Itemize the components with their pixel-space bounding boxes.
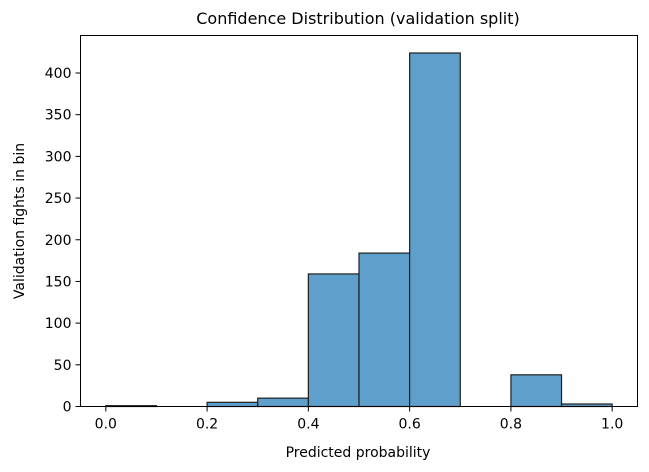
x-tick-label: 1.0 [601,417,623,433]
x-tick-label: 0.6 [399,417,421,433]
x-axis-label: Predicted probability [286,445,431,461]
y-axis-label: Validation fights in bin [12,143,28,299]
chart-title: Confidence Distribution (validation spli… [196,9,519,28]
y-tick-label: 100 [45,316,72,332]
y-tick-label: 400 [45,66,72,82]
y-tick-label: 200 [45,233,72,249]
x-tick-label: 0.2 [196,417,218,433]
x-axis-ticks: 0.0 0.2 0.4 0.6 0.8 1.0 [95,406,623,433]
histogram-bar [409,52,461,408]
y-tick-label: 250 [45,191,72,207]
y-tick-label: 150 [45,274,72,290]
histogram-bar [257,397,309,408]
y-tick-label: 350 [45,108,72,124]
x-tick-label: 0.0 [95,417,117,433]
histogram-bar [358,252,411,408]
y-tick-label: 300 [45,149,72,165]
x-tick-label: 0.4 [297,417,319,433]
y-axis-ticks: 0 50 100 150 200 250 300 350 400 [45,66,81,416]
histogram-bar [307,273,360,408]
histogram-bar [206,401,259,408]
histogram-bar [510,374,563,408]
x-tick-label: 0.8 [500,417,522,433]
plot-frame [80,35,638,407]
bars-group [105,52,613,408]
y-tick-label: 0 [63,400,72,416]
y-tick-label: 50 [54,358,72,374]
